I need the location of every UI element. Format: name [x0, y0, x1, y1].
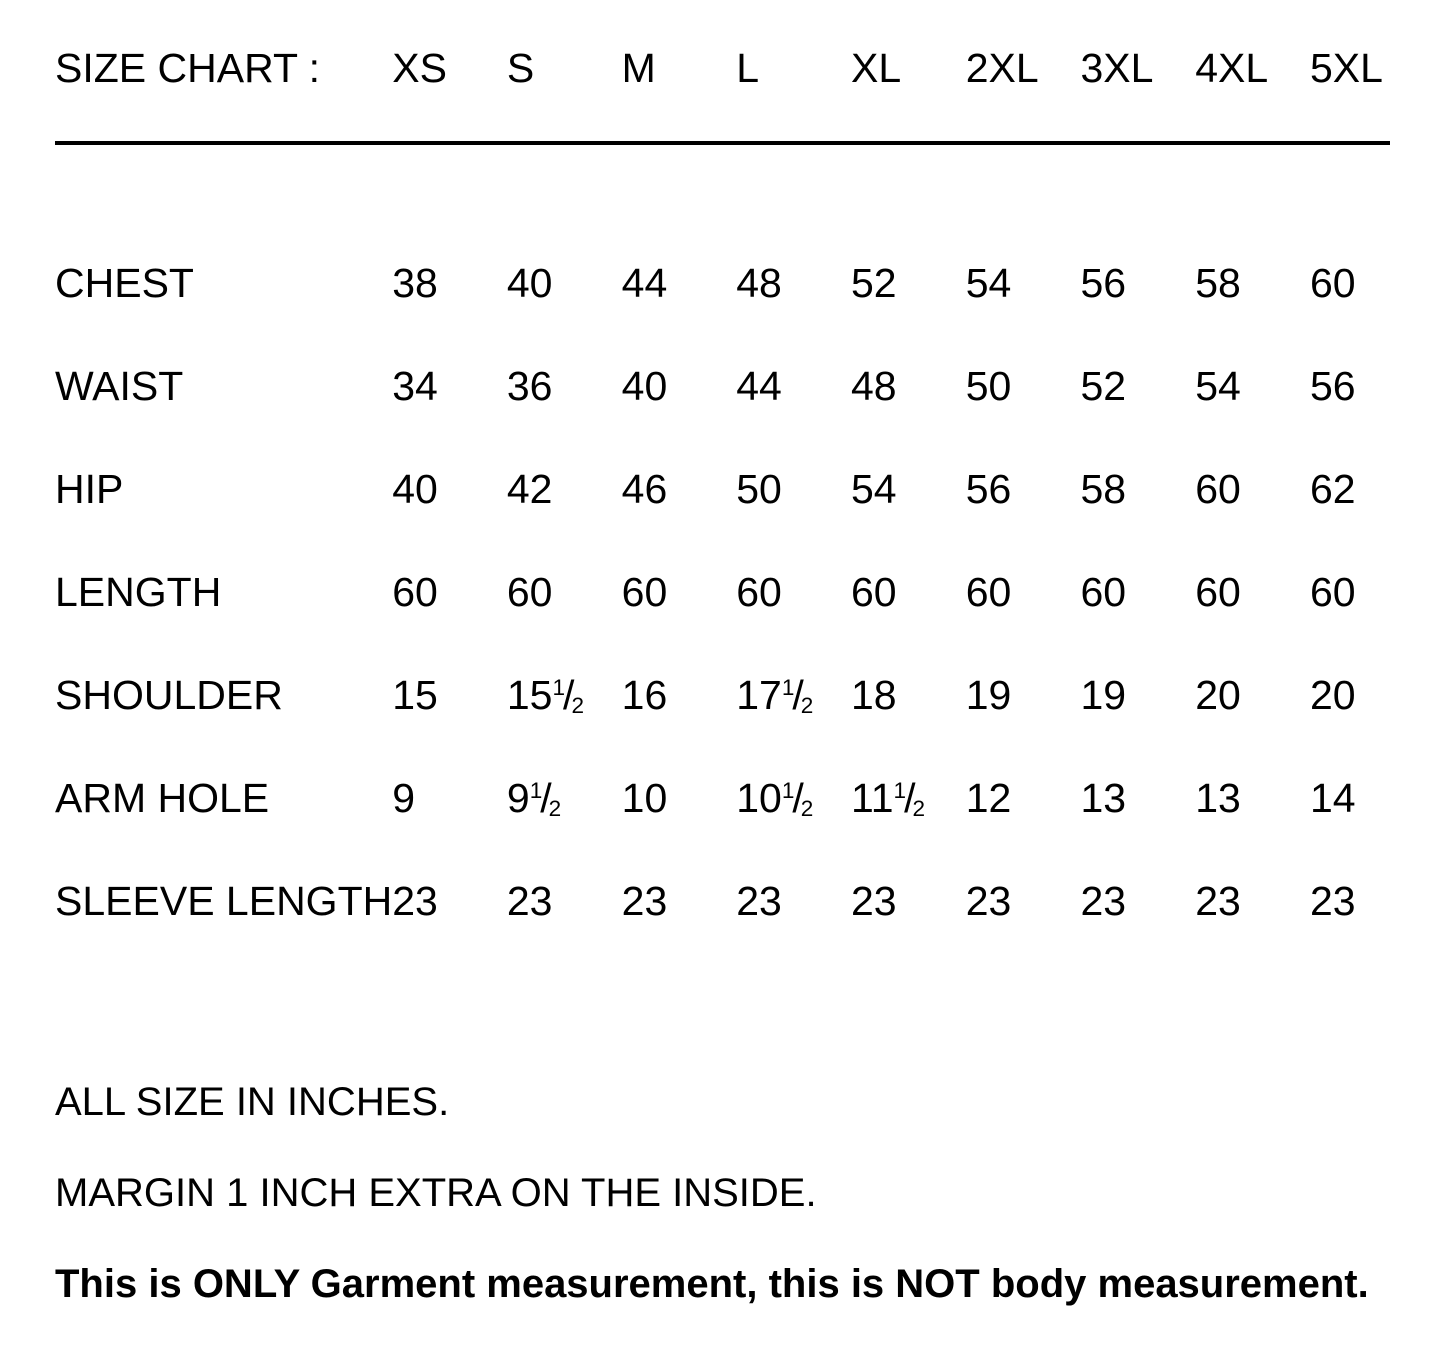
size-value-cell: 50 — [965, 363, 1012, 409]
size-value-cell: 44 — [621, 260, 668, 306]
size-value-cell: 48 — [850, 363, 897, 409]
size-value-cell: 50 — [736, 466, 782, 512]
measurement-label: HIP — [55, 466, 124, 512]
size-value-cell: 23 — [965, 878, 1012, 924]
size-value-cell: 36 — [506, 363, 553, 409]
size-value-cell: 23 — [1309, 878, 1356, 924]
size-value-cell: 60 — [965, 569, 1012, 615]
measurement-row-shoulder: SHOULDER 15 151/2 16 171/2 18 19 19 20 20 — [55, 613, 1390, 719]
size-value-cell: 9 — [392, 775, 416, 821]
size-value-cell: 40 — [392, 466, 438, 512]
size-value-cell: 12 — [965, 775, 1012, 821]
size-value-cell: 40 — [621, 363, 668, 409]
measurement-row-hip: HIP 40 42 46 50 54 56 58 60 62 — [55, 407, 1390, 510]
note-disclaimer: This is ONLY Garment measurement, this i… — [55, 1262, 1369, 1306]
size-value-cell: 58 — [1080, 466, 1127, 512]
size-value-cell: 60 — [1195, 569, 1241, 615]
size-value-cell: 54 — [965, 260, 1012, 306]
size-value-cell: 34 — [392, 363, 438, 409]
size-chart-table: SIZE CHART : XS S M L XL 2XL 3XL 4XL 5XL CHEST 38… — [55, 48, 1390, 922]
size-value-cell: 23 — [1080, 878, 1127, 924]
size-value-cell: 38 — [392, 260, 438, 306]
size-value-cell: 16 — [621, 672, 668, 718]
measurement-label: WAIST — [55, 363, 184, 409]
size-value-cell: 23 — [506, 878, 553, 924]
table-body: CHEST 38 40 44 48 52 54 56 58 60 WAIST 34 36 40 44 48 50… — [55, 143, 1390, 922]
size-column-header-m: M — [621, 45, 656, 91]
size-column-header-3xl: 3XL — [1080, 45, 1154, 91]
size-column-header-xl: XL — [850, 45, 902, 91]
size-value-cell: 23 — [1195, 878, 1241, 924]
size-column-header-s: S — [506, 45, 535, 91]
size-value-cell: 111/2 — [850, 775, 926, 822]
measurement-row-chest: CHEST 38 40 44 48 52 54 56 58 60 — [55, 143, 1390, 304]
size-value-cell: 13 — [1195, 775, 1241, 821]
size-value-cell: 46 — [621, 466, 668, 512]
size-value-cell: 56 — [1309, 363, 1356, 409]
size-value-cell: 40 — [506, 260, 553, 306]
size-column-header-5xl: 5XL — [1309, 45, 1383, 91]
measurement-label: CHEST — [55, 260, 194, 306]
size-value-cell: 60 — [1080, 569, 1127, 615]
size-value-cell: 60 — [621, 569, 668, 615]
size-column-header-l: L — [736, 45, 760, 91]
measurement-label: SLEEVE LENGTH — [55, 878, 393, 924]
size-value-cell: 171/2 — [736, 672, 814, 719]
size-value-cell: 13 — [1080, 775, 1127, 821]
size-value-cell: 54 — [850, 466, 897, 512]
note-units: ALL SIZE IN INCHES. — [55, 1080, 450, 1124]
size-value-cell: 44 — [736, 363, 782, 409]
size-value-cell: 60 — [850, 569, 897, 615]
size-value-cell: 23 — [621, 878, 668, 924]
size-value-cell: 151/2 — [506, 672, 584, 719]
size-value-cell: 101/2 — [736, 775, 814, 822]
size-value-cell: 52 — [850, 260, 897, 306]
size-value-cell: 10 — [621, 775, 668, 821]
measurement-label: LENGTH — [55, 569, 222, 615]
size-value-cell: 62 — [1309, 466, 1356, 512]
size-value-cell: 23 — [392, 878, 438, 924]
size-value-cell: 60 — [1195, 466, 1241, 512]
size-value-cell: 56 — [1080, 260, 1127, 306]
size-value-cell: 60 — [1309, 569, 1356, 615]
size-value-cell: 23 — [850, 878, 897, 924]
size-value-cell: 60 — [1309, 260, 1356, 306]
size-value-cell: 48 — [736, 260, 782, 306]
header-row: SIZE CHART : XS S M L XL 2XL 3XL 4XL 5XL — [55, 48, 1390, 143]
size-value-cell: 58 — [1195, 260, 1241, 306]
measurement-label: ARM HOLE — [55, 775, 270, 821]
measurement-label: SHOULDER — [55, 672, 283, 718]
measurement-row-arm-hole: ARM HOLE 9 91/2 10 101/2 111/2 12 13 13 14 — [55, 716, 1390, 822]
size-value-cell: 60 — [506, 569, 553, 615]
size-chart-title: SIZE CHART : — [55, 45, 321, 91]
size-value-cell: 60 — [736, 569, 782, 615]
size-value-cell: 18 — [850, 672, 897, 718]
notes-section: ALL SIZE IN INCHES. MARGIN 1 INCH EXTRA … — [55, 1082, 1390, 1304]
measurement-row-waist: WAIST 34 36 40 44 48 50 52 54 56 — [55, 304, 1390, 407]
size-value-cell: 19 — [1080, 672, 1127, 718]
note-margin: MARGIN 1 INCH EXTRA ON THE INSIDE. — [55, 1171, 817, 1215]
measurement-row-sleeve-length: SLEEVE LENGTH 23 23 23 23 23 23 23 23 23 — [55, 819, 1390, 922]
size-value-cell: 54 — [1195, 363, 1241, 409]
size-column-header-4xl: 4XL — [1195, 45, 1269, 91]
size-value-cell: 60 — [392, 569, 438, 615]
size-value-cell: 42 — [506, 466, 553, 512]
size-value-cell: 19 — [965, 672, 1012, 718]
size-value-cell: 23 — [736, 878, 782, 924]
measurement-row-length: LENGTH 60 60 60 60 60 60 60 60 60 — [55, 510, 1390, 613]
size-value-cell: 91/2 — [506, 775, 562, 822]
size-value-cell: 20 — [1309, 672, 1356, 718]
size-value-cell: 14 — [1309, 775, 1356, 821]
size-column-header-xs: XS — [392, 45, 447, 91]
size-value-cell: 52 — [1080, 363, 1127, 409]
size-value-cell: 56 — [965, 466, 1012, 512]
size-column-header-2xl: 2XL — [965, 45, 1039, 91]
size-value-cell: 15 — [392, 672, 438, 718]
size-value-cell: 20 — [1195, 672, 1241, 718]
